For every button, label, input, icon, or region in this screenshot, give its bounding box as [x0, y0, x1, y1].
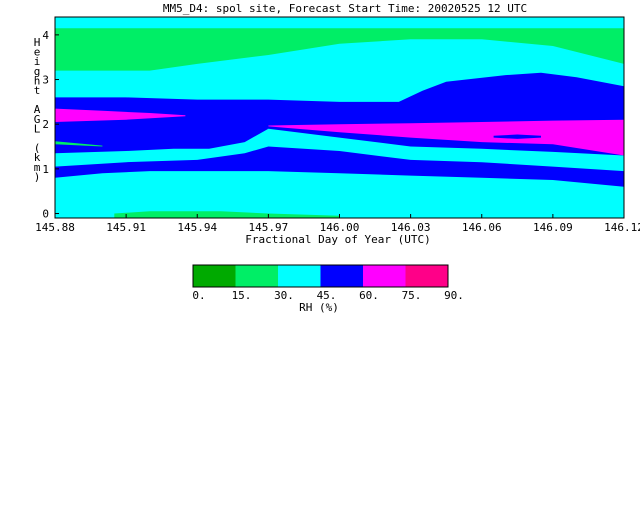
- rh-band-45-60-middle: [55, 128, 269, 154]
- colorbar-tick-label: 75.: [402, 289, 422, 302]
- colorbar-tick-label: 45.: [317, 289, 337, 302]
- colorbar-tick-label: 0.: [192, 289, 205, 302]
- y-tick-label: 2: [42, 118, 49, 131]
- x-tick-label: 146.03: [391, 221, 431, 234]
- contour-fill-layer: [55, 17, 624, 218]
- colorbar-swatch: [235, 265, 278, 287]
- x-tick-label: 145.94: [177, 221, 217, 234]
- y-tick-label: 0: [42, 208, 49, 221]
- rh-band-60-75-right: [268, 119, 624, 156]
- x-tick-label: 146.06: [462, 221, 502, 234]
- colorbar-frame: [192, 264, 449, 288]
- rh-band-15-30-low: [114, 211, 340, 218]
- rh-band-45-60-inner: [493, 134, 541, 139]
- colorbar-label: RH (%): [299, 301, 339, 314]
- colorbar-swatch: [405, 265, 448, 287]
- colorbar-tick-label: 90.: [444, 289, 464, 302]
- rh-band-15-30-sliver: [55, 141, 103, 147]
- y-axis: 0 1 2 3 4: [42, 29, 59, 221]
- colorbar-tick-label: 15.: [232, 289, 252, 302]
- x-tick-label: 145.97: [249, 221, 289, 234]
- rh-band-45-60-lower: [55, 146, 624, 187]
- colorbar-swatch: [193, 265, 236, 287]
- rh-band-15-30: [55, 28, 624, 71]
- x-axis-label: Fractional Day of Year (UTC): [245, 233, 430, 246]
- colorbar-swatch: [320, 265, 363, 287]
- x-tick-label: 145.88: [35, 221, 75, 234]
- y-tick-label: 1: [42, 163, 49, 176]
- x-axis: 145.88 145.91 145.94 145.97 146.00 146.03 146.…: [35, 214, 640, 234]
- y-tick-label: 4: [42, 29, 49, 42]
- x-tick-label: 146.12: [604, 221, 640, 234]
- chart-title: MM5_D4: spol site, Forecast Start Time: …: [163, 2, 527, 15]
- rh-colorbar: 0. 15. 30. 45. 60. 75. 90.: [192, 264, 464, 302]
- x-tick-label: 145.91: [106, 221, 146, 234]
- x-tick-label: 146.00: [320, 221, 360, 234]
- y-tick-label: 3: [42, 74, 49, 87]
- colorbar-swatch: [278, 265, 321, 287]
- colorbar-tick-label: 60.: [359, 289, 379, 302]
- x-tick-label: 146.09: [533, 221, 573, 234]
- rh-band-60-75-left: [55, 108, 186, 122]
- colorbar-tick-label: 30.: [274, 289, 294, 302]
- colorbar-swatch: [363, 265, 406, 287]
